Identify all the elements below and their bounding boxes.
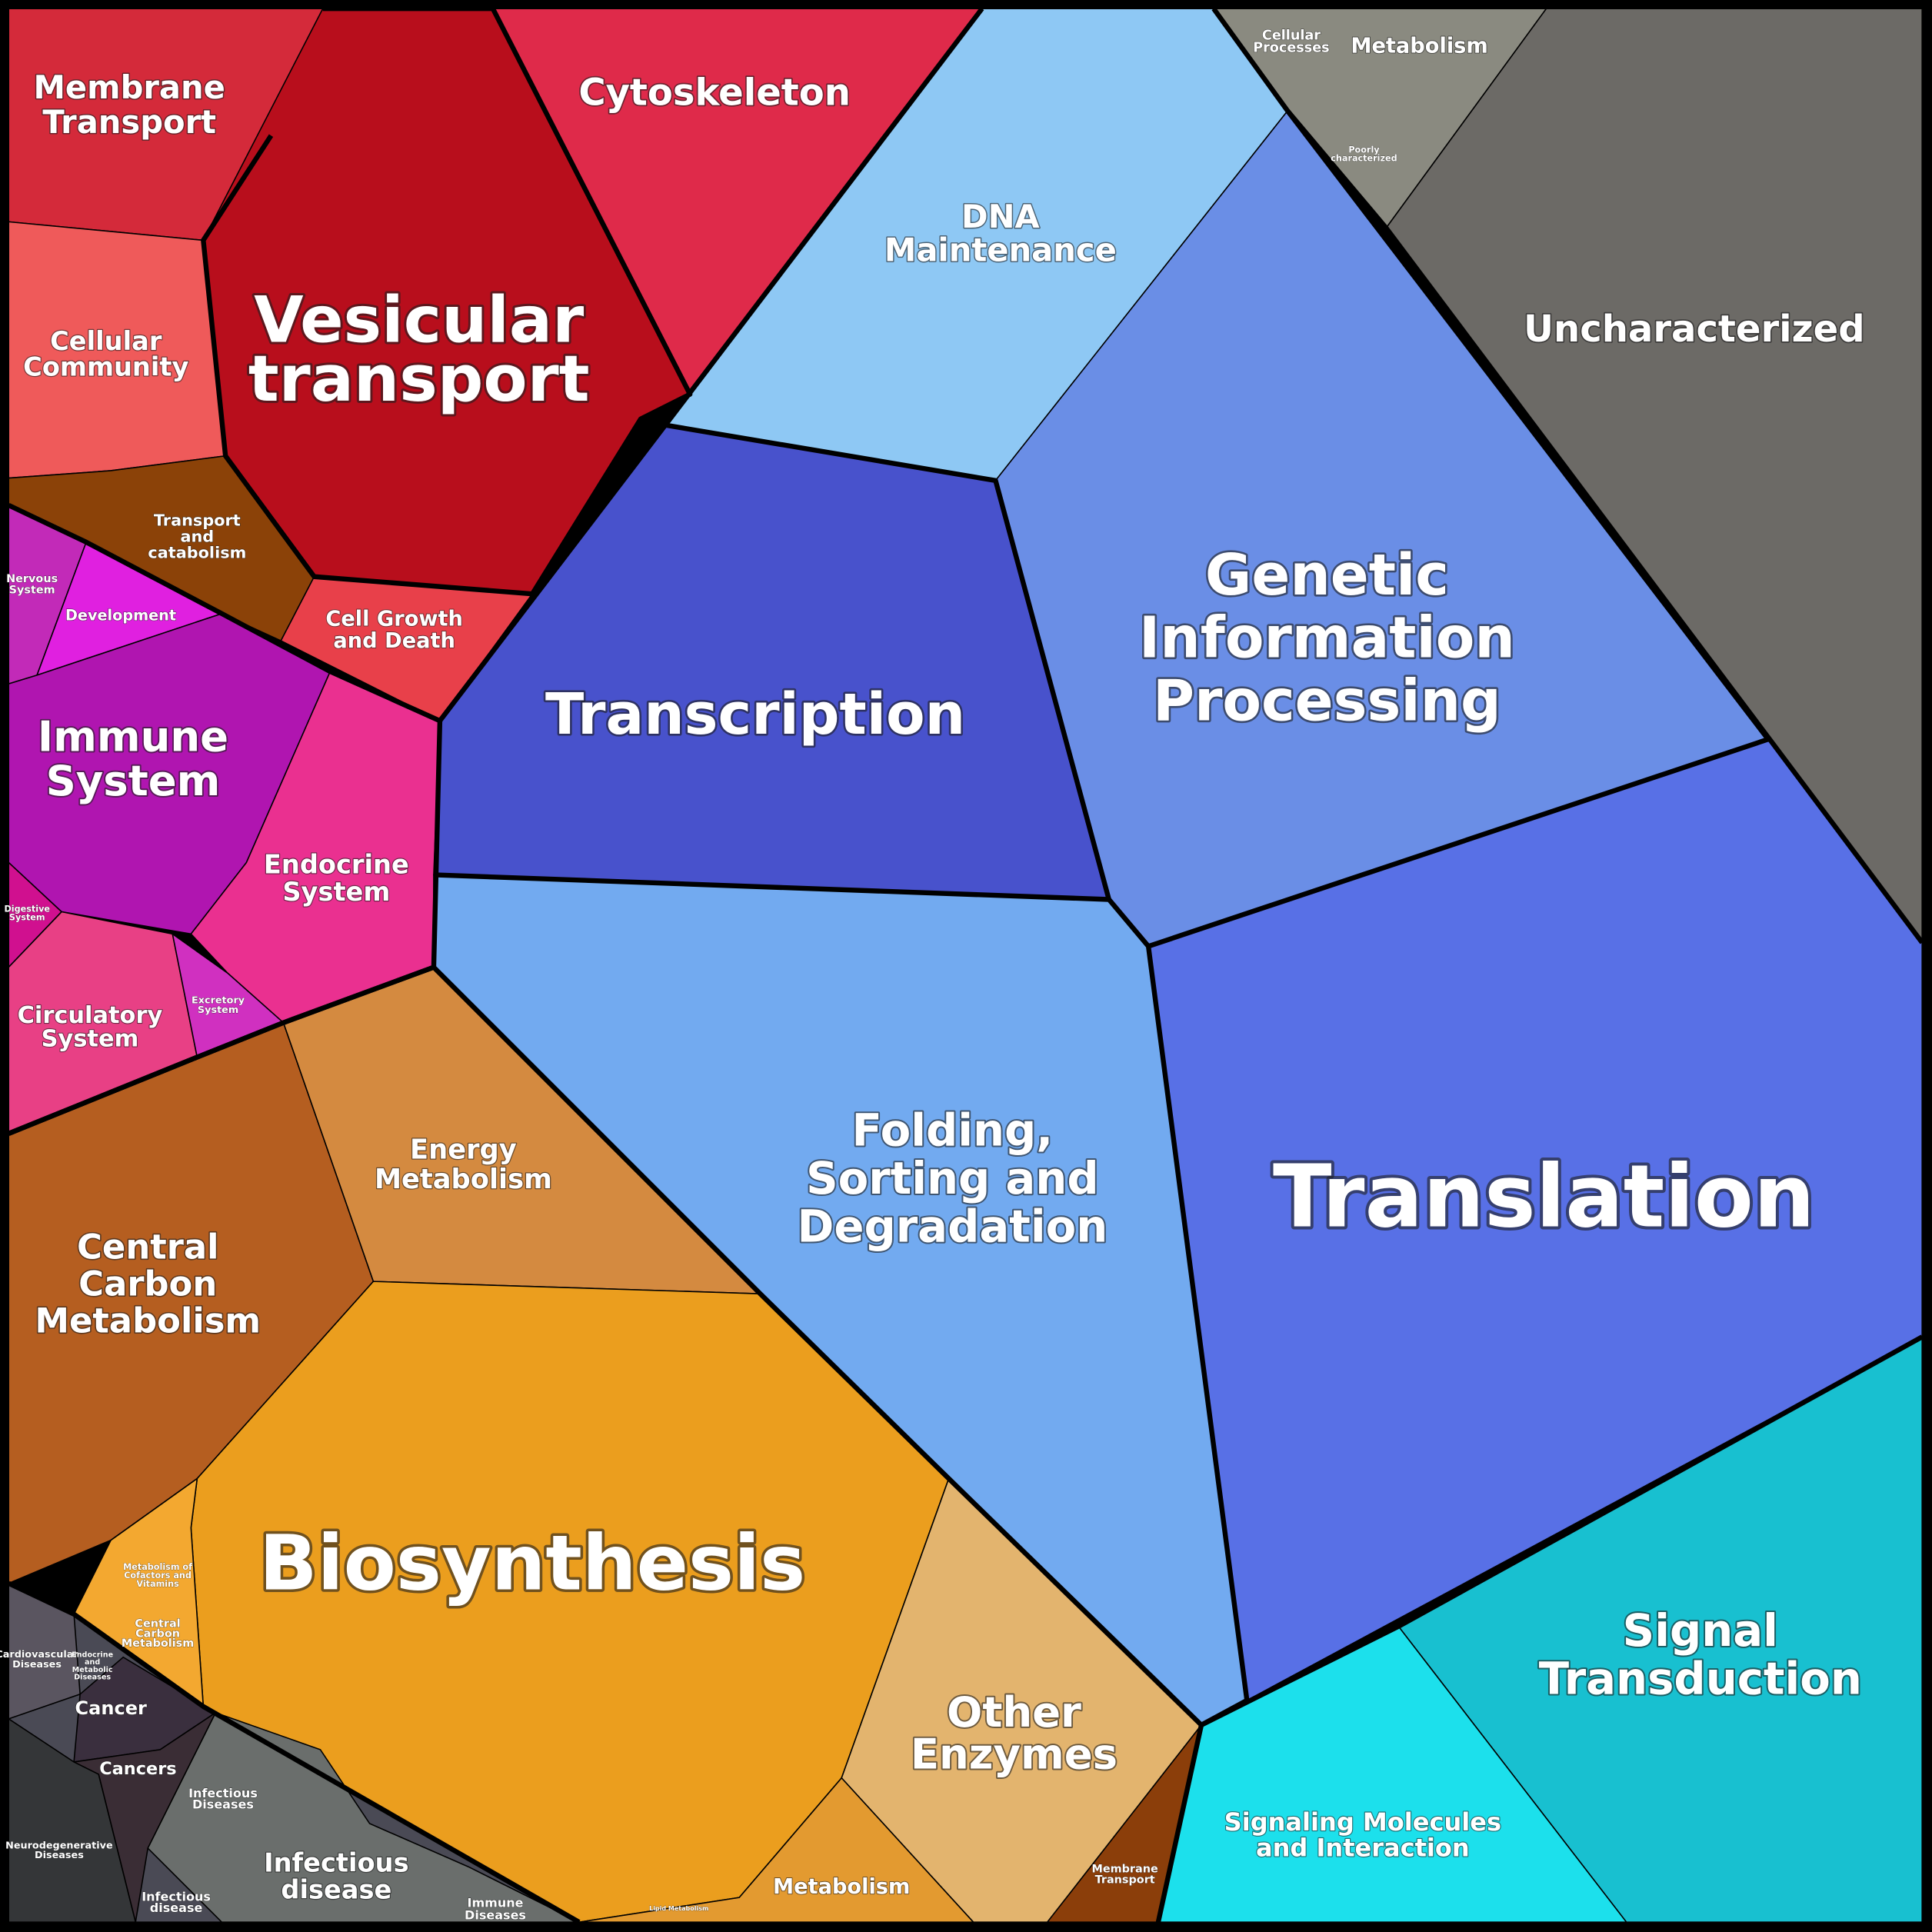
cell-label: Diseases	[465, 1908, 526, 1923]
cell-label: and Interaction	[1256, 1834, 1470, 1863]
cell-label: Metabolic	[72, 1666, 113, 1674]
cell-label: Cytoskeleton	[578, 71, 851, 114]
cell-label: Cell Growth	[325, 607, 463, 631]
cell-label: Transport	[154, 511, 241, 530]
cell-label: Immune	[468, 1896, 524, 1910]
cell-label: Lipid Metabolism	[649, 1905, 708, 1912]
cell-label: Endocrine	[264, 850, 409, 880]
cell-label: Folding,	[852, 1104, 1054, 1156]
cell-label: System	[198, 1004, 238, 1016]
cell-label: Excretory	[192, 994, 245, 1006]
cell-label: characterized	[1331, 154, 1397, 164]
cell-label: catabolism	[148, 543, 246, 561]
cell-label: Vesicular	[254, 282, 584, 357]
cell-label: Information	[1139, 606, 1515, 671]
cell-label: Diseases	[192, 1797, 254, 1811]
group-border	[1211, 7, 1770, 741]
cell-label: System	[282, 877, 390, 907]
cell-label: Degradation	[798, 1200, 1108, 1252]
group-border	[201, 6, 693, 597]
cell-label: disease	[150, 1900, 203, 1915]
cell-label: Diseases	[35, 1850, 84, 1861]
cell-label: Transduction	[1539, 1652, 1862, 1704]
cell-label: Carbon	[78, 1264, 217, 1304]
cell-label: disease	[281, 1875, 391, 1905]
cell-label: Infectious	[142, 1890, 211, 1904]
group-border	[665, 422, 1111, 901]
cell-label: Infectious	[188, 1786, 258, 1800]
cell-label: and	[180, 527, 214, 545]
cell-label: System	[42, 1026, 139, 1053]
cell-label: Signaling Molecules	[1224, 1807, 1501, 1837]
cell-label: transport	[248, 341, 590, 416]
cell-label: Infectious	[264, 1847, 408, 1877]
cell-label: Transport	[1095, 1874, 1155, 1887]
cell-label: Endocrine	[72, 1651, 113, 1660]
cell-label: Development	[65, 607, 176, 625]
cell-label: Digestive	[4, 904, 50, 914]
cell-label: Processing	[1153, 668, 1501, 734]
voronoi-cell	[147, 1711, 580, 1923]
cell-label: Cardiovascular	[0, 1649, 78, 1661]
cell-label: Genetic	[1205, 543, 1449, 608]
group-border	[8, 964, 1204, 1923]
cell-label: Diseases	[12, 1659, 62, 1671]
cell-label: System	[9, 913, 45, 923]
cell-label: Metabolism	[1351, 34, 1487, 58]
cell-label: Metabolism	[35, 1301, 261, 1341]
labels: MembraneTransportVesiculartransportCytos…	[0, 28, 1866, 1923]
cell-label: Cellular	[1262, 28, 1321, 43]
cell-label: Metabolism	[122, 1637, 194, 1650]
cell-label: Signal	[1623, 1604, 1778, 1657]
cell-label: Maintenance	[884, 231, 1117, 268]
cell-label: Vitamins	[136, 1579, 179, 1589]
cell-label: Metabolism	[375, 1164, 552, 1195]
cell-label: DNA	[961, 198, 1040, 235]
cell-label: System	[9, 584, 55, 596]
cell-label: Energy	[410, 1134, 517, 1165]
cell-label: Biosynthesis	[259, 1520, 805, 1608]
cell-label: Translation	[1273, 1147, 1815, 1247]
cell-label: Cancers	[99, 1759, 176, 1779]
cell-label: Uncharacterized	[1524, 308, 1865, 351]
cell-label: Poorly	[1348, 145, 1380, 155]
cell-label: Membrane	[1092, 1863, 1159, 1875]
cell-label: Transport	[42, 103, 216, 141]
voronoi-cell	[578, 1777, 975, 1923]
cell-label: Nervous	[6, 573, 58, 585]
cell-label: Carbon	[135, 1627, 180, 1640]
cell-label: Processes	[1253, 40, 1329, 55]
cell-label: Central	[77, 1226, 218, 1267]
group-border	[7, 1581, 581, 1924]
cell-label: Other	[947, 1687, 1081, 1737]
cell-label: Circulatory	[18, 1002, 163, 1029]
cell-label: Cellular	[50, 326, 162, 356]
cell-label: Neurodegenerative	[5, 1840, 113, 1851]
cell-label: Community	[23, 352, 188, 382]
cell-label: Diseases	[74, 1673, 111, 1681]
cell-label: Sorting and	[806, 1152, 1099, 1204]
cell-label: and	[85, 1658, 100, 1667]
cell-label: Cofactors and	[124, 1571, 192, 1581]
cell-label: Enzymes	[911, 1730, 1118, 1779]
cell-label: Metabolism	[773, 1875, 910, 1899]
cell-label: Cancer	[75, 1697, 147, 1719]
cell-label: Membrane	[34, 68, 225, 106]
cell-label: Transcription	[545, 682, 965, 748]
cell-label: Central	[135, 1617, 180, 1630]
cell-label: and Death	[333, 629, 455, 653]
group-border	[1148, 737, 1769, 949]
cell-label: System	[46, 756, 221, 805]
voronoi-cell	[73, 1477, 205, 1708]
cell-label: Immune	[38, 711, 228, 761]
cell-label: Metabolism of	[123, 1562, 192, 1572]
